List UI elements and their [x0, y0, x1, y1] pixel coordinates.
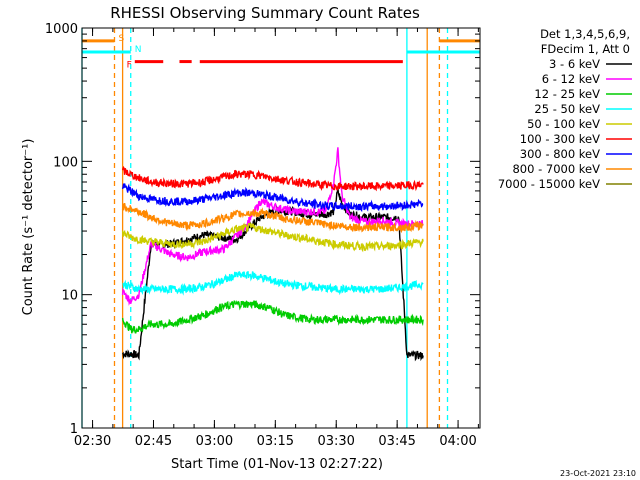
y-tick-label: 1	[70, 422, 78, 437]
flag-bars: S NF	[82, 34, 480, 71]
x-tick-label: 02:30	[74, 434, 111, 449]
legend-header: FDecim 1, Att 0	[541, 42, 630, 56]
y-tick-label: 1000	[45, 22, 78, 37]
series-line	[121, 300, 424, 334]
flag-label-n: N	[135, 45, 142, 55]
series-line	[121, 147, 424, 306]
legend-label: 800 - 7000 keV	[512, 162, 600, 176]
flag-label-s: S	[118, 34, 124, 44]
plot-frame	[81, 27, 481, 429]
y-tick-label: 100	[53, 155, 78, 170]
x-tick-label: 02:45	[135, 434, 172, 449]
legend-label: 12 - 25 keV	[534, 87, 600, 101]
x-axis-label: Start Time (01-Nov-13 02:27:22)	[171, 457, 383, 472]
y-axis-label: Count Rate (s⁻¹ detector⁻¹)	[21, 139, 36, 316]
generation-timestamp: 23-Oct-2021 23:10	[560, 469, 636, 478]
series-line	[121, 183, 424, 213]
x-tick-label: 03:00	[196, 434, 233, 449]
x-axis: 02:30 02:45 03:00 03:15 03:30 03:45 04:00	[74, 28, 479, 449]
legend-label: 25 - 50 keV	[534, 102, 600, 116]
legend-label: 100 - 300 keV	[520, 132, 600, 146]
x-tick-label: 04:00	[439, 434, 476, 449]
x-tick-label: 03:30	[317, 434, 354, 449]
series-line	[121, 221, 424, 253]
legend-label: 3 - 6 keV	[549, 57, 600, 71]
legend-label: 300 - 800 keV	[520, 147, 600, 161]
legend-label: 50 - 100 keV	[527, 117, 600, 131]
series-line	[121, 202, 424, 234]
series-layer	[121, 147, 424, 362]
legend-label: 6 - 12 keV	[542, 72, 600, 86]
series-line	[122, 271, 424, 296]
chart-title: RHESSI Observing Summary Count Rates	[110, 4, 420, 22]
legend: Det 1,3,4,5,6,9,FDecim 1, Att 03 - 6 keV…	[498, 27, 632, 191]
x-tick-label: 03:45	[378, 434, 415, 449]
y-axis: 1 10 100 1000	[45, 22, 480, 437]
flag-label-f: F	[127, 61, 132, 71]
legend-header: Det 1,3,4,5,6,9,	[540, 27, 630, 41]
y-tick-label: 10	[61, 289, 78, 304]
legend-label: 7000 - 15000 keV	[498, 177, 600, 191]
x-tick-label: 03:15	[257, 434, 294, 449]
series-line	[121, 165, 424, 192]
